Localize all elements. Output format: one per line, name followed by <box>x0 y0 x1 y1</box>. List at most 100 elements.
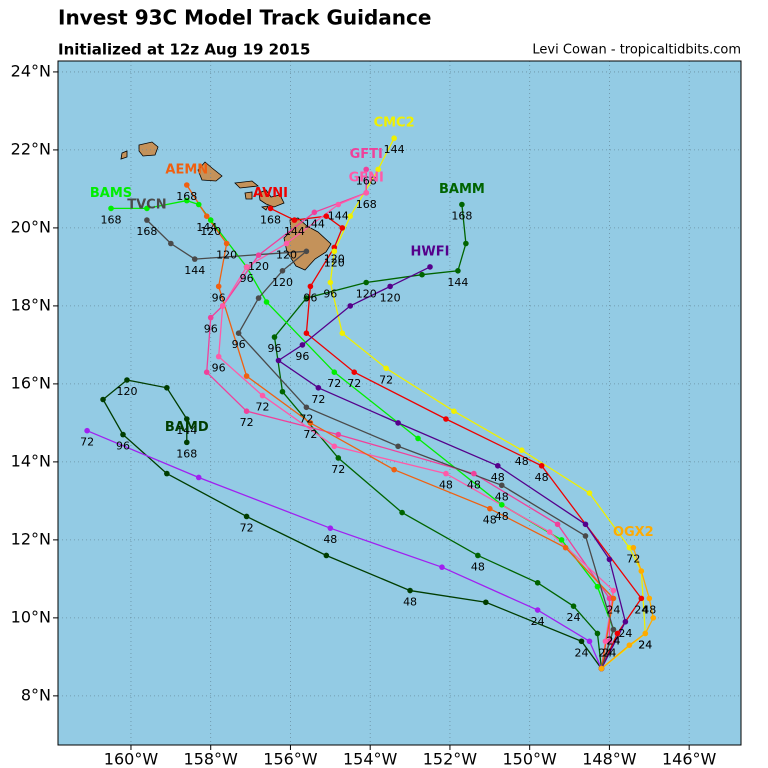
hour-label: 120 <box>324 252 345 265</box>
track-point <box>475 552 481 559</box>
model-name: HWFI <box>411 244 450 259</box>
hour-label: 120 <box>272 276 293 289</box>
track-point <box>303 404 310 411</box>
track-point <box>327 279 334 286</box>
track-point <box>307 420 314 426</box>
hour-label: 72 <box>256 401 270 414</box>
track-point <box>610 626 617 633</box>
track-point <box>124 377 130 383</box>
track-point <box>307 283 314 290</box>
track-point <box>586 638 593 645</box>
islands <box>120 141 332 271</box>
y-tick-label: 20°N <box>11 217 51 236</box>
track-point <box>606 638 613 645</box>
track-point <box>311 209 318 216</box>
hour-label: 96 <box>268 342 282 355</box>
track-point <box>638 595 645 602</box>
hour-label: 120 <box>356 288 377 301</box>
chart-title: Invest 93C Model Track Guidance <box>58 6 431 30</box>
model-name: CMC2 <box>374 116 415 131</box>
track-point <box>219 303 226 309</box>
hour-label: 168 <box>101 213 122 226</box>
track-point <box>534 579 541 586</box>
track-point <box>331 248 338 255</box>
hour-label: 72 <box>626 553 640 566</box>
hour-label: 120 <box>324 256 345 269</box>
track-point <box>582 521 589 528</box>
track-point <box>626 544 633 551</box>
track-point <box>578 638 585 645</box>
track-point <box>279 268 286 274</box>
track-point <box>546 529 553 535</box>
hour-label: 96 <box>204 323 218 336</box>
track-point <box>195 201 202 208</box>
hour-label: 96 <box>295 350 309 363</box>
track-point <box>558 537 565 543</box>
hour-label: 168 <box>451 210 472 223</box>
track-point <box>335 201 342 208</box>
hour-label: 168 <box>176 447 197 460</box>
hour-label: 72 <box>303 428 317 441</box>
track-point <box>207 217 214 223</box>
track-point <box>283 240 290 247</box>
track-point <box>439 564 445 570</box>
track-line <box>277 266 627 669</box>
x-tick-label: 160°W <box>104 750 159 768</box>
hour-label: 96 <box>303 291 317 304</box>
track-point <box>299 342 306 348</box>
hour-label: 72 <box>240 416 254 429</box>
hour-label: 144 <box>196 221 217 234</box>
track-point <box>538 462 545 469</box>
island <box>283 217 332 271</box>
chart-subtitle: Initialized at 12z Aug 19 2015 <box>58 41 310 59</box>
island <box>197 161 223 182</box>
track-point <box>427 264 433 270</box>
model-name: OGX2 <box>613 525 654 540</box>
hour-label: 24 <box>602 646 616 659</box>
track-point <box>383 365 389 372</box>
track-point <box>494 462 501 469</box>
track-point <box>323 213 330 220</box>
hour-label: 24 <box>606 635 620 648</box>
hour-label: 72 <box>347 377 361 390</box>
hour-label: 120 <box>276 249 297 262</box>
track-point <box>471 470 477 477</box>
track-point <box>243 373 250 379</box>
hour-label: 144 <box>328 210 349 223</box>
track-point <box>602 638 609 645</box>
track-point <box>339 225 346 231</box>
hour-label: 24 <box>606 603 620 616</box>
y-tick-label: 22°N <box>11 139 51 158</box>
track-point <box>259 392 266 399</box>
hour-label: 48 <box>515 455 529 468</box>
track-point <box>331 244 338 251</box>
track-point <box>459 201 465 208</box>
track-point <box>275 357 282 364</box>
track-point <box>598 665 605 672</box>
track-point <box>614 630 621 637</box>
hour-label: 24 <box>638 638 652 651</box>
track-point <box>646 595 653 602</box>
track-point <box>339 330 346 336</box>
track-point <box>164 470 170 477</box>
track-point <box>291 217 298 223</box>
hour-label: 48 <box>471 560 485 573</box>
hour-label: 96 <box>240 272 254 285</box>
track-point <box>419 271 425 278</box>
track-point <box>463 240 469 247</box>
track-point <box>183 416 190 422</box>
track-point <box>335 431 342 438</box>
track-point <box>363 166 370 173</box>
track-point <box>483 599 489 606</box>
track-point <box>650 615 657 621</box>
track-point <box>203 369 210 375</box>
island <box>120 150 128 160</box>
hour-label: 144 <box>184 264 205 277</box>
track-point <box>315 384 322 391</box>
track-point <box>183 182 190 188</box>
y-tick-label: 14°N <box>11 451 51 470</box>
hour-label: 144 <box>284 225 305 238</box>
hour-label: 72 <box>379 373 393 386</box>
hour-label: 48 <box>323 533 337 546</box>
